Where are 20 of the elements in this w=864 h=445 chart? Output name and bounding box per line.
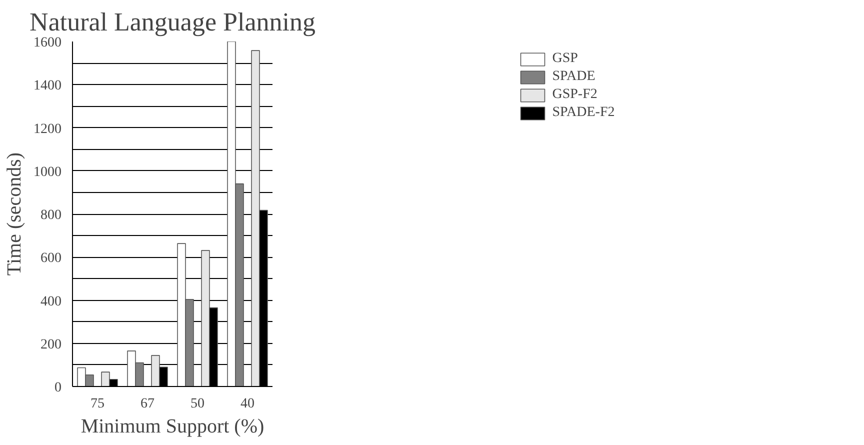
y-tick-label: 200 — [40, 337, 62, 352]
chart-title: Natural Language Planning — [30, 8, 316, 36]
y-tick-label: 400 — [40, 294, 62, 310]
legend-label: SPADE — [552, 69, 596, 85]
y-tick-label: 600 — [40, 251, 62, 266]
x-tick-label: 50 — [190, 396, 204, 412]
y-tick-label: 1000 — [34, 164, 62, 180]
x-tick-label: 40 — [240, 396, 254, 412]
y-tick-label: 0 — [54, 380, 62, 396]
legend-label: SPADE-F2 — [552, 105, 615, 121]
y-tick-label: 800 — [40, 208, 62, 223]
y-tick-label: 1400 — [34, 78, 62, 94]
y-axis-title: Time (seconds) — [4, 152, 26, 276]
x-tick-label: 75 — [90, 396, 104, 412]
legend-label: GSP — [552, 51, 578, 67]
x-tick-label: 67 — [140, 396, 154, 412]
y-tick-label: 1600 — [34, 36, 62, 50]
x-axis-title: Minimum Support (%) — [80, 416, 264, 438]
legend-label: GSP-F2 — [552, 87, 598, 103]
y-tick-label: 1200 — [34, 122, 62, 137]
